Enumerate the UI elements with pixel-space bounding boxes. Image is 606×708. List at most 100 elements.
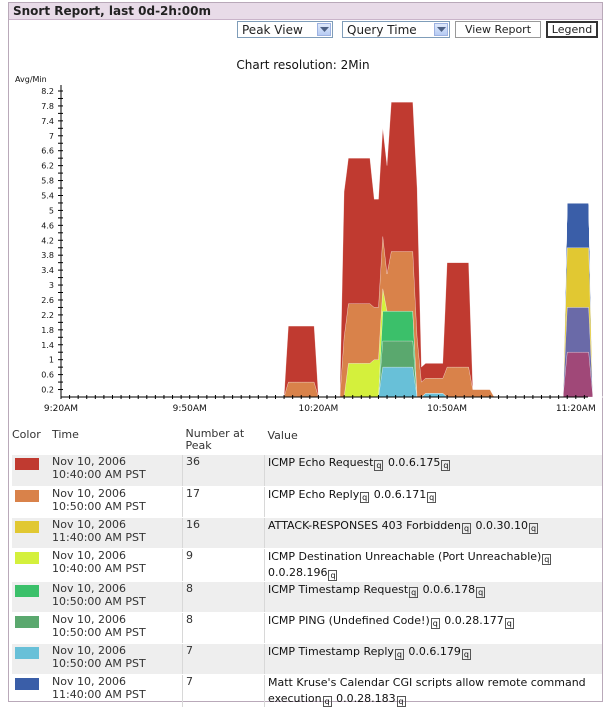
y-tick-label: 5.4 — [41, 191, 54, 200]
y-tick-label: 3 — [49, 281, 54, 290]
view-report-button[interactable]: View Report — [455, 21, 541, 38]
legend-row: Nov 10, 2006 10:50:00 AM PST 8 ICMP Timesta… — [12, 581, 602, 613]
query-icon[interactable]: q — [542, 553, 552, 565]
time-text: 11:40:00 AM PST — [52, 687, 146, 701]
color-swatch — [15, 458, 39, 470]
query-icon[interactable]: q — [462, 522, 472, 534]
date-text: Nov 10, 2006 — [52, 517, 126, 531]
query-icon[interactable]: q — [430, 617, 440, 629]
number-cell: 7 — [182, 643, 265, 675]
color-cell — [12, 455, 50, 487]
area-series-3 — [61, 202, 606, 398]
time-text: 10:50:00 AM PST — [52, 594, 146, 608]
y-tick-label: 4.6 — [41, 221, 54, 230]
ip-address: 0.0.28.183 — [336, 691, 396, 705]
time-text: 10:50:00 AM PST — [52, 625, 146, 639]
signature-name: ICMP Echo Request — [268, 456, 374, 469]
chart-resolution: Chart resolution: 2Min — [236, 58, 370, 72]
query-icon[interactable]: q — [461, 648, 471, 660]
area-series-1 — [61, 307, 606, 398]
number-cell: 7 — [182, 674, 265, 708]
ip-address: 0.0.28.196 — [268, 565, 328, 579]
legend-table: Color Time Number at Peak Value Nov 10, … — [12, 427, 602, 708]
legend-row: Nov 10, 2006 11:40:00 AM PST 7 Matt Kruse's… — [12, 674, 602, 708]
col-header-value: Value — [267, 429, 298, 442]
query-icon[interactable]: q — [529, 522, 539, 534]
query-icon[interactable]: q — [396, 695, 406, 707]
query-icon[interactable]: q — [322, 695, 332, 707]
time-cell: Nov 10, 2006 10:50:00 AM PST — [50, 486, 183, 518]
y-tick-label: 7.4 — [41, 117, 54, 126]
x-tick-label: 9:20AM — [44, 404, 78, 414]
col-header-color: Color — [12, 428, 41, 441]
x-tick-label: 9:50AM — [173, 404, 207, 414]
value-cell: ICMP Echo Request q 0.0.6.175 q — [264, 455, 602, 487]
query-icon[interactable]: q — [427, 491, 437, 503]
title-bar: Snort Report, last 0d-2h:00m — [9, 3, 602, 20]
signature-name: ATTACK-RESPONSES 403 Forbidden — [268, 518, 462, 532]
area-series-4 — [61, 202, 606, 398]
y-tick-label: 3.4 — [41, 266, 54, 275]
area-series-8 — [61, 202, 606, 398]
y-tick-label: 2.2 — [41, 311, 54, 320]
color-cell — [12, 517, 50, 549]
y-tick-label: 8.2 — [41, 87, 54, 96]
y-tick-label: 6.6 — [41, 147, 54, 156]
x-tick-label: 11:20AM — [556, 404, 596, 414]
query-icon[interactable]: q — [394, 648, 404, 660]
color-swatch — [15, 489, 39, 502]
y-tick-label: 1 — [49, 356, 54, 365]
color-swatch — [15, 646, 39, 659]
y-tick-label: 3.8 — [41, 251, 54, 260]
time-cell: Nov 10, 2006 10:50:00 AM PST — [50, 643, 183, 675]
legend-row: Nov 10, 2006 10:40:00 AM PST 36 ICMP Echo R… — [12, 455, 602, 487]
number-cell: 17 — [182, 486, 265, 518]
value-cell: ICMP Timestamp Reply q 0.0.6.179 q — [264, 643, 602, 675]
ip-address: 0.0.6.179 — [408, 644, 461, 658]
area-series-5 — [61, 202, 606, 398]
color-cell — [12, 674, 50, 708]
color-swatch — [15, 584, 39, 597]
query-icon[interactable]: q — [409, 586, 419, 598]
color-cell — [12, 643, 50, 675]
y-tick-label: 1.4 — [41, 341, 54, 350]
y-tick-label: 5 — [49, 206, 54, 215]
color-cell — [12, 486, 50, 518]
value-cell: ICMP PING (Undefined Code!) q 0.0.28.177 q — [264, 612, 602, 644]
query-icon[interactable]: q — [476, 586, 486, 598]
legend-header-row: Color Time Number at Peak Value — [12, 427, 602, 455]
x-tick-label: 10:50AM — [427, 404, 467, 414]
date-text: Nov 10, 2006 — [52, 612, 126, 626]
color-cell — [12, 581, 50, 613]
ip-address: 0.0.28.177 — [444, 613, 504, 627]
query-icon[interactable]: q — [441, 460, 451, 471]
color-swatch — [15, 520, 39, 533]
ip-address: 0.0.6.175 — [387, 456, 441, 469]
query-icon[interactable]: q — [360, 491, 370, 503]
y-tick-label: 0.6 — [41, 371, 54, 380]
number-cell: 8 — [182, 581, 265, 613]
ip-address: 0.0.30.10 — [475, 518, 529, 532]
signature-name: ICMP Timestamp Reply — [268, 644, 394, 658]
value-cell: ICMP Timestamp Request q 0.0.6.178 q — [264, 581, 602, 613]
x-tick-label: 10:20AM — [298, 404, 338, 414]
query-select-value: Query Time — [347, 23, 417, 37]
number-cell: 36 — [182, 455, 265, 487]
area-series-0 — [61, 352, 606, 398]
view-select[interactable]: Peak View — [237, 21, 333, 38]
query-icon[interactable]: q — [328, 569, 338, 581]
time-cell: Nov 10, 2006 10:50:00 AM PST — [50, 612, 183, 644]
value-cell: ICMP Echo Reply q 0.0.6.171 q — [264, 486, 602, 518]
area-series-6 — [61, 202, 606, 398]
color-swatch — [15, 677, 39, 690]
query-icon[interactable]: q — [374, 460, 384, 471]
query-select[interactable]: Query Time — [342, 21, 450, 38]
date-text: Nov 10, 2006 — [52, 486, 126, 500]
signature-name: ICMP Echo Reply — [268, 487, 360, 501]
number-cell: 8 — [182, 612, 265, 644]
legend-button[interactable]: Legend — [546, 21, 598, 38]
query-icon[interactable]: q — [504, 617, 514, 629]
signature-name: Matt Kruse's Calendar CGI scripts allow … — [268, 675, 586, 705]
chevron-down-icon — [434, 23, 448, 36]
time-text: 10:50:00 AM PST — [52, 656, 146, 670]
